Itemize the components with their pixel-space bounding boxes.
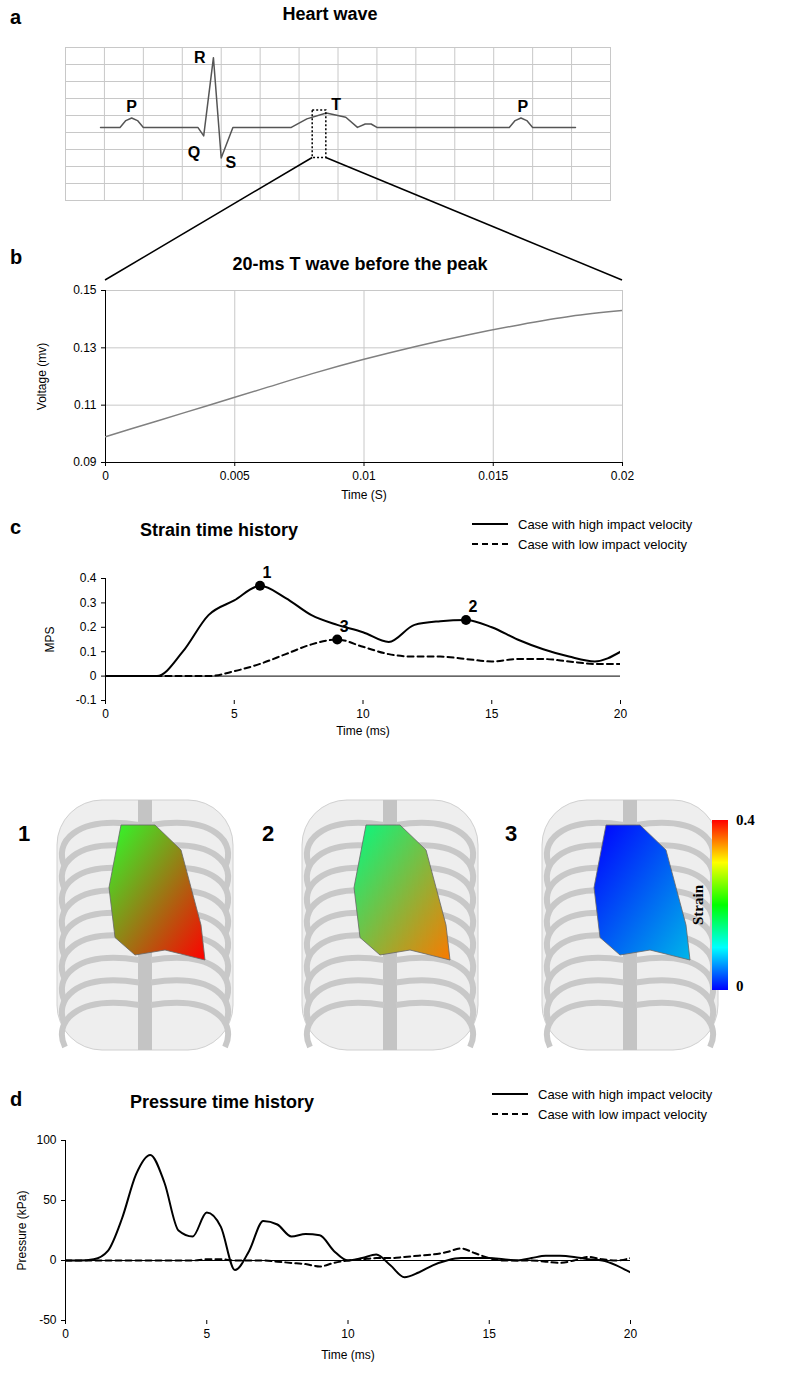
- svg-text:0: 0: [102, 469, 109, 483]
- svg-text:0: 0: [736, 978, 744, 994]
- svg-text:R: R: [194, 49, 206, 66]
- svg-text:S: S: [226, 154, 237, 171]
- svg-text:0.2: 0.2: [80, 620, 97, 634]
- html-text:c: c: [10, 516, 22, 538]
- svg-text:3: 3: [340, 618, 349, 635]
- svg-text:0.005: 0.005: [220, 469, 250, 483]
- svg-text:100: 100: [36, 1133, 56, 1147]
- svg-text:P: P: [126, 98, 137, 115]
- svg-text:2: 2: [469, 598, 478, 615]
- svg-text:0.15: 0.15: [73, 283, 97, 297]
- svg-text:0.13: 0.13: [73, 341, 97, 355]
- svg-text:0.11: 0.11: [74, 398, 97, 412]
- svg-text:Voltage (mv): Voltage (mv): [35, 343, 49, 410]
- svg-text:Time (S): Time (S): [341, 488, 387, 502]
- svg-text:0.01: 0.01: [352, 469, 376, 483]
- svg-text:0.02: 0.02: [611, 469, 635, 483]
- html-text:Strain time history: Strain time history: [140, 520, 298, 540]
- svg-text:0: 0: [102, 707, 109, 721]
- svg-text:0: 0: [90, 669, 97, 683]
- svg-text:0.1: 0.1: [80, 645, 97, 659]
- html-text:Pressure time history: Pressure time history: [130, 1092, 315, 1112]
- svg-text:10: 10: [356, 707, 370, 721]
- svg-text:P: P: [518, 98, 529, 115]
- html-text:d: d: [10, 1088, 23, 1110]
- svg-text:Time (ms): Time (ms): [321, 1348, 375, 1362]
- svg-text:0.4: 0.4: [736, 812, 755, 828]
- svg-text:2: 2: [262, 821, 274, 846]
- html-text:Heart wave: Heart wave: [282, 4, 378, 24]
- svg-text:5: 5: [231, 707, 238, 721]
- svg-text:0.4: 0.4: [80, 571, 97, 585]
- svg-text:0.3: 0.3: [80, 596, 97, 610]
- svg-text:1: 1: [18, 821, 30, 846]
- svg-text:Q: Q: [188, 144, 200, 161]
- svg-text:5: 5: [203, 1327, 210, 1341]
- svg-text:1: 1: [263, 564, 272, 581]
- svg-text:T: T: [331, 96, 341, 113]
- svg-text:20: 20: [614, 707, 628, 721]
- svg-text:0.09: 0.09: [73, 455, 97, 469]
- html-text:Case with low impact velocity: Case with low impact velocity: [538, 1106, 708, 1122]
- svg-text:MPS: MPS: [43, 626, 57, 652]
- svg-text:Strain: Strain: [690, 884, 706, 925]
- html-text:b: b: [10, 246, 23, 268]
- svg-text:Time (ms): Time (ms): [336, 724, 390, 738]
- svg-text:15: 15: [485, 707, 499, 721]
- html-text:a: a: [10, 6, 22, 28]
- html-text:Case with high impact velocity: Case with high impact velocity: [538, 1086, 713, 1102]
- svg-text:0: 0: [62, 1327, 69, 1341]
- svg-text:20: 20: [624, 1327, 638, 1341]
- svg-text:15: 15: [483, 1327, 497, 1341]
- html-text:20-ms T wave before the peak: 20-ms T wave before the peak: [232, 254, 488, 274]
- svg-text:10: 10: [341, 1327, 355, 1341]
- svg-text:Pressure (kPa): Pressure (kPa): [15, 1190, 29, 1270]
- svg-text:-50: -50: [39, 1313, 57, 1327]
- html-text:Case with low impact velocity: Case with low impact velocity: [518, 536, 688, 552]
- svg-text:0.015: 0.015: [478, 469, 508, 483]
- svg-text:0: 0: [50, 1253, 57, 1267]
- svg-text:50: 50: [43, 1193, 57, 1207]
- svg-text:3: 3: [505, 821, 517, 846]
- html-text:Case with high impact velocity: Case with high impact velocity: [518, 516, 693, 532]
- svg-text:-0.1: -0.1: [76, 693, 97, 707]
